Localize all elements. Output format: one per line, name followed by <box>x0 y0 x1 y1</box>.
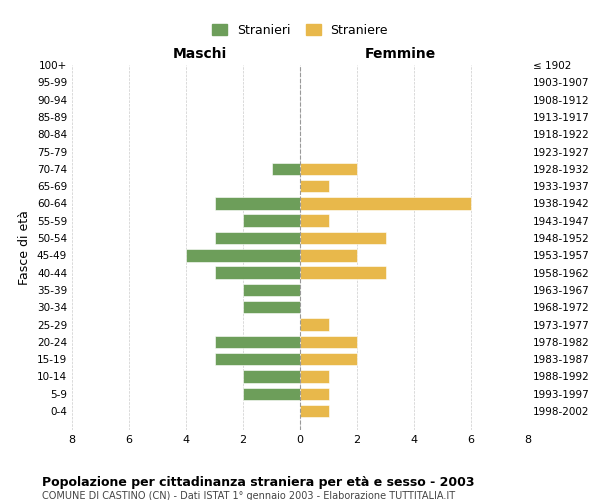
Bar <box>300 249 357 262</box>
Bar <box>215 197 300 209</box>
Text: COMUNE DI CASTINO (CN) - Dati ISTAT 1° gennaio 2003 - Elaborazione TUTTITALIA.IT: COMUNE DI CASTINO (CN) - Dati ISTAT 1° g… <box>42 491 455 500</box>
Text: Popolazione per cittadinanza straniera per età e sesso - 2003: Popolazione per cittadinanza straniera p… <box>42 476 475 489</box>
Bar <box>300 370 329 382</box>
Bar <box>271 162 300 175</box>
Bar <box>300 353 357 366</box>
Bar <box>186 249 300 262</box>
Bar <box>300 214 329 227</box>
Bar <box>300 162 357 175</box>
Text: Femmine: Femmine <box>365 48 436 62</box>
Bar <box>300 405 329 417</box>
Bar <box>300 197 471 209</box>
Bar <box>215 232 300 244</box>
Bar <box>243 370 300 382</box>
Legend: Stranieri, Straniere: Stranieri, Straniere <box>208 20 392 40</box>
Bar <box>243 214 300 227</box>
Bar <box>300 336 357 348</box>
Y-axis label: Fasce di età: Fasce di età <box>19 210 31 285</box>
Bar <box>243 388 300 400</box>
Bar <box>215 336 300 348</box>
Bar <box>300 180 329 192</box>
Bar <box>215 266 300 279</box>
Text: Maschi: Maschi <box>173 48 227 62</box>
Bar <box>243 284 300 296</box>
Bar <box>215 353 300 366</box>
Bar <box>300 232 386 244</box>
Bar <box>300 388 329 400</box>
Bar <box>300 266 386 279</box>
Bar <box>300 318 329 331</box>
Bar <box>243 301 300 314</box>
